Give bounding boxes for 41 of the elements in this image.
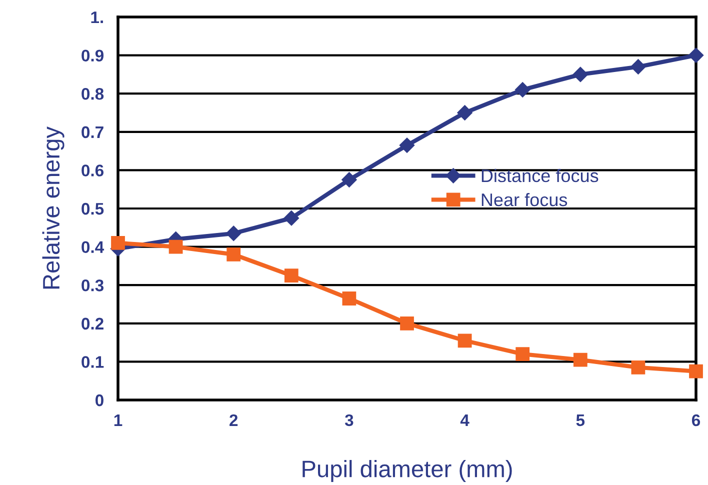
legend-label: Near focus <box>482 192 568 206</box>
x-tick-label: 5 <box>576 414 585 426</box>
point <box>342 292 356 306</box>
y-tick-label: 0.3 <box>82 280 104 292</box>
point <box>631 360 646 374</box>
y-tick-label: 0 <box>96 394 104 406</box>
point <box>400 316 414 330</box>
point <box>226 226 242 241</box>
point <box>342 172 357 188</box>
point <box>458 334 472 348</box>
y-tick-label: 0.5 <box>82 202 104 215</box>
point <box>516 347 530 361</box>
point <box>168 240 183 254</box>
x-tick-label: 2 <box>230 414 238 426</box>
x-tick-label: 1 <box>114 414 122 426</box>
y-tick-label: 0.6 <box>82 164 104 176</box>
point <box>284 210 299 226</box>
y-tick-label: 0.7 <box>82 126 104 138</box>
y-axis-title: Relative energy <box>42 126 64 289</box>
y-tick-label: 0.4 <box>82 241 104 254</box>
point <box>689 364 703 378</box>
point <box>515 82 530 98</box>
y-tick-label: 0.9 <box>82 50 104 62</box>
x-tick-label: 4 <box>460 414 470 426</box>
point <box>688 48 704 63</box>
point <box>399 138 415 153</box>
legend-label: Distance focus <box>482 168 598 182</box>
point <box>226 248 241 262</box>
y-tick-label: 0.8 <box>82 88 104 100</box>
point <box>284 268 298 282</box>
point <box>573 352 588 367</box>
y-tick-label: 0.2 <box>82 318 104 330</box>
point <box>457 105 472 120</box>
x-tick-label: 6 <box>692 414 700 426</box>
x-tick-label: 3 <box>344 414 354 426</box>
y-tick-label: 0.1 <box>82 356 104 368</box>
y-tick-label: 1. <box>91 12 103 24</box>
point <box>572 66 588 82</box>
point <box>111 236 125 250</box>
x-axis-title: Pupil diameter (mm) <box>302 460 512 482</box>
point <box>630 59 646 74</box>
